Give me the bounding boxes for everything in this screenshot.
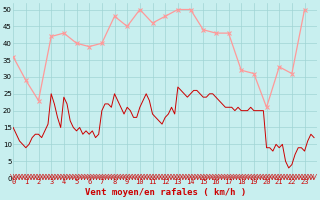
X-axis label: Vent moyen/en rafales ( km/h ): Vent moyen/en rafales ( km/h ) xyxy=(84,188,246,197)
